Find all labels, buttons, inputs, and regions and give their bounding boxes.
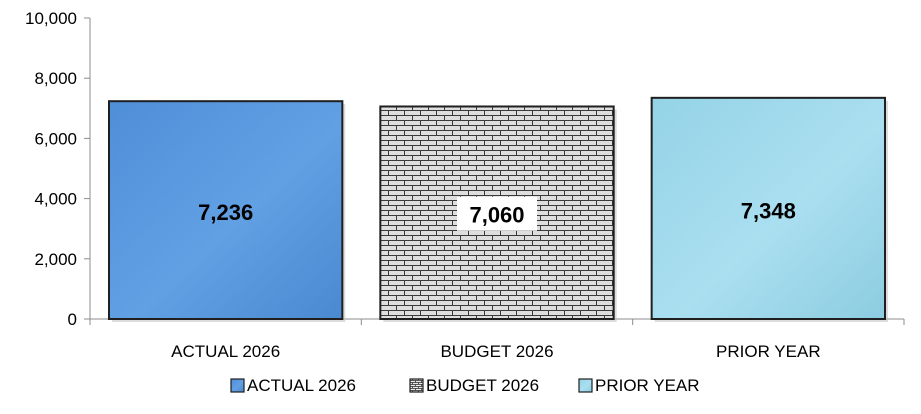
y-tick-label: 6,000 xyxy=(34,129,77,148)
value-label: 7,060 xyxy=(469,203,524,228)
x-tick-labels-group: ACTUAL 2026 BUDGET 2026 PRIOR YEAR xyxy=(171,342,820,361)
bars-group xyxy=(107,96,889,323)
x-tick-label: ACTUAL 2026 xyxy=(171,342,280,361)
y-axis: 0 2,000 4,000 6,000 8,000 10,000 xyxy=(25,9,91,329)
value-label-box xyxy=(457,196,537,231)
legend-label: PRIOR YEAR xyxy=(595,376,700,395)
bar-prior-year xyxy=(650,96,887,321)
x-tick-label: PRIOR YEAR xyxy=(716,342,821,361)
y-tick-label: 10,000 xyxy=(25,9,77,28)
value-label: 7,236 xyxy=(198,200,253,225)
bar-actual-2026 xyxy=(107,100,344,321)
legend-swatch xyxy=(409,378,424,393)
legend-label: ACTUAL 2026 xyxy=(247,376,356,395)
legend-swatch xyxy=(578,378,593,393)
value-labels-group: 7,236 7,060 7,348 xyxy=(198,196,796,231)
y-tick-label: 4,000 xyxy=(34,190,77,209)
value-label: 7,348 xyxy=(741,198,796,223)
y-tick-label: 8,000 xyxy=(34,69,77,88)
y-tick-label: 2,000 xyxy=(34,250,77,269)
x-tick-label: BUDGET 2026 xyxy=(440,342,553,361)
y-tick-label: 0 xyxy=(68,310,77,329)
legend-label: BUDGET 2026 xyxy=(426,376,539,395)
legend: ACTUAL 2026 BUDGET 2026 PRIOR YEAR xyxy=(230,376,700,395)
legend-swatch xyxy=(230,378,245,393)
